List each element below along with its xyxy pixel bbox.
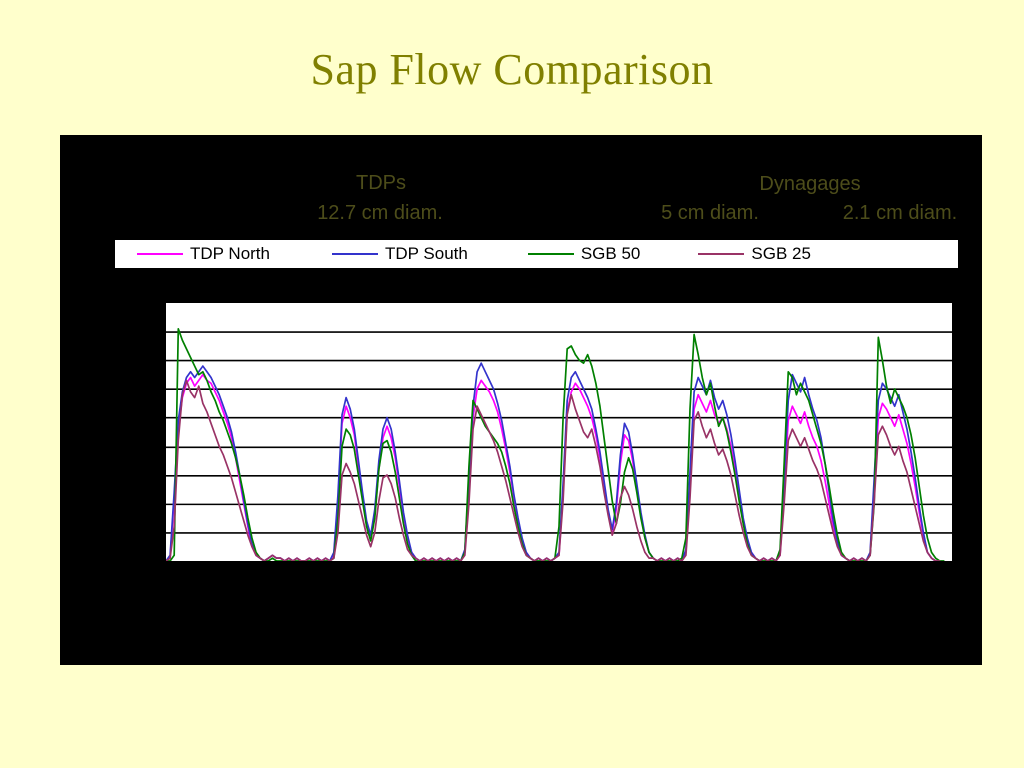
plot-series xyxy=(166,329,944,561)
legend-item-sgb-50: SGB 50 xyxy=(527,244,641,264)
legend-item-tdp-south: TDP South xyxy=(332,244,468,264)
plot-gridlines xyxy=(166,332,952,533)
legend-label-sgb-25: SGB 25 xyxy=(751,244,811,263)
group-label-dynagages: Dynagages xyxy=(759,173,861,195)
diameter-label-dynagage-21: 2.1 cm diam. xyxy=(842,202,958,224)
legend-swatch-tdp-north xyxy=(137,253,183,255)
series-line-sgb-50 xyxy=(166,329,944,561)
series-line-tdp-south xyxy=(166,363,940,561)
legend-label-tdp-north: TDP North xyxy=(190,244,270,263)
chart-legend: TDP North TDP South SGB 50 SGB 25 xyxy=(115,240,958,268)
legend-swatch-tdp-south xyxy=(332,253,378,255)
diameter-label-tdp: 12.7 cm diam. xyxy=(317,202,443,224)
legend-label-sgb-50: SGB 50 xyxy=(580,244,641,263)
page-title: Sap Flow Comparison xyxy=(310,45,714,94)
diameter-label-dynagage-5: 5 cm diam. xyxy=(661,202,759,224)
sap-flow-plot xyxy=(164,301,954,563)
series-line-sgb-25 xyxy=(166,380,940,561)
legend-item-tdp-north: TDP North xyxy=(137,244,270,264)
plot-svg xyxy=(166,303,952,561)
group-label-tdps: TDPs xyxy=(356,172,406,194)
legend-item-sgb-25: SGB 25 xyxy=(698,244,811,264)
legend-swatch-sgb-25 xyxy=(698,253,745,255)
chart-panel: TDPs Dynagages 12.7 cm diam. 5 cm diam. … xyxy=(60,135,982,665)
legend-label-tdp-south: TDP South xyxy=(385,244,468,263)
legend-swatch-sgb-50 xyxy=(527,253,574,255)
